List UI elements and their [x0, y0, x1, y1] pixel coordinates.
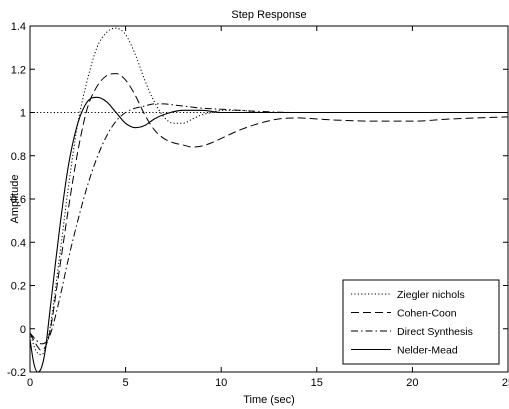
y-tick-label: 0.8 [11, 151, 26, 163]
series-line-nelder-mead [30, 96, 508, 372]
x-tick-label: 25 [502, 377, 509, 389]
x-tick-label: 15 [311, 377, 323, 389]
series-layer [30, 27, 508, 372]
y-tick-label: 1.4 [11, 21, 26, 33]
series-line-cohen-coon [30, 73, 508, 351]
y-tick-label: 1.2 [11, 64, 26, 76]
x-tick-label: 20 [406, 377, 418, 389]
legend: Ziegler nichols Cohen-Coon Direct Synthesi… [342, 279, 500, 365]
y-tick-label: 1 [20, 108, 26, 120]
x-tick-label: 0 [27, 377, 33, 389]
x-tick-label: 10 [215, 377, 227, 389]
legend-label-nelder-mead: Nelder-Mead [397, 345, 458, 357]
y-tick-label: -0.2 [7, 367, 26, 379]
legend-label-cohen-coon: Cohen-Coon [397, 308, 457, 320]
legend-label-ziegler-nichols: Ziegler nichols [397, 289, 465, 301]
y-tick-label: 0.6 [11, 194, 26, 206]
y-tick-label: 0.2 [11, 281, 26, 293]
axis-ticks: 0510152025-0.200.20.40.60.811.21.4 [7, 21, 509, 389]
x-axis-title: Time (sec) [243, 394, 295, 406]
y-tick-label: 0.4 [11, 237, 26, 249]
legend-label-direct-synthesis: Direct Synthesis [397, 326, 473, 338]
chart-title: Step Response [231, 9, 306, 21]
series-line-direct-synthesis [30, 103, 375, 345]
x-tick-label: 5 [123, 377, 129, 389]
y-tick-label: 0 [20, 324, 26, 336]
y-axis-title: Amplitude [9, 175, 21, 224]
